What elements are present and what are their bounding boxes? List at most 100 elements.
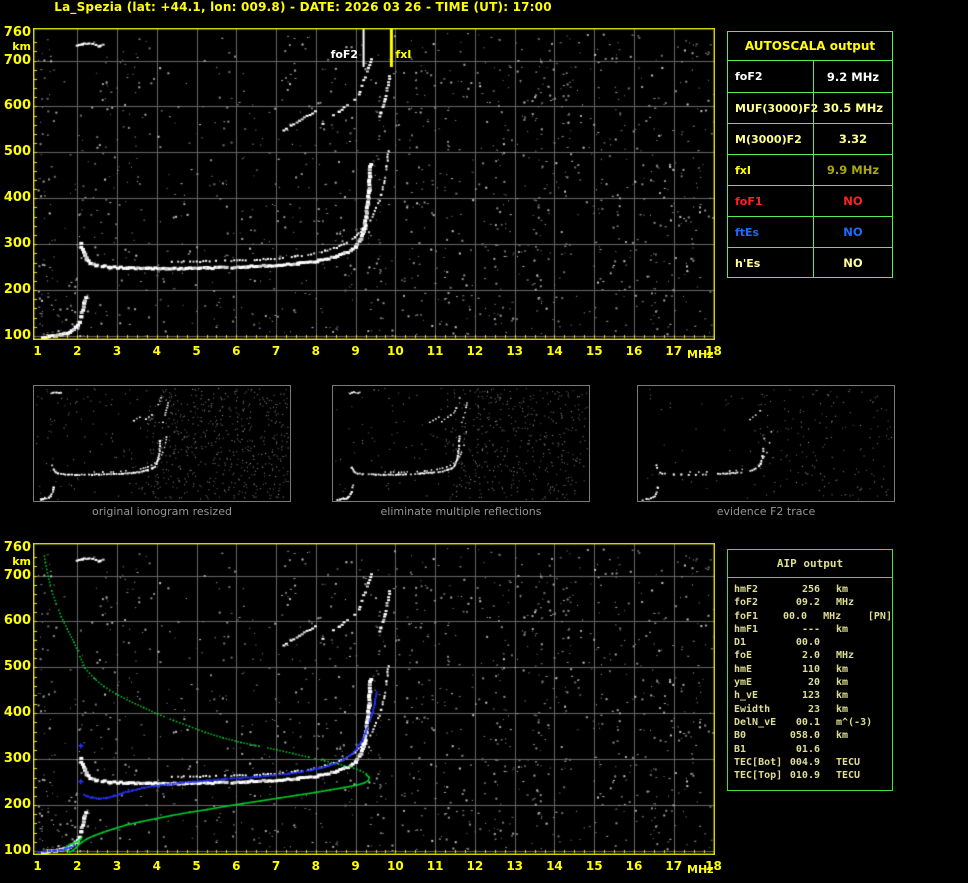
x-tick-label: 9: [351, 344, 360, 358]
x-tick-label: 12: [466, 859, 484, 873]
autoscala-table-title: AUTOSCALA output: [728, 32, 892, 61]
x-tick-label: 10: [387, 859, 404, 873]
y-tick-label: 300: [3, 236, 31, 252]
aip-row-value: 01.6: [795, 743, 820, 755]
aip-row-label: hmF1: [734, 623, 759, 635]
aip-row-extra: [PN]: [867, 610, 892, 622]
aip-table-rows: hmF2 256 km foF2 09.2 MHz foF1 00.0 MHz [PN] hmF1-…: [728, 578, 892, 782]
panel-caption-original: original ionogram resized: [92, 505, 232, 518]
marker-label-fof2: foF2: [330, 48, 359, 61]
x-tick-label: 3: [112, 344, 122, 358]
x-tick-label: 1: [33, 344, 42, 358]
x-tick-label: 15: [585, 859, 603, 873]
y-tick-label: 700: [3, 567, 31, 583]
autoscala-row: ftEs NO: [728, 216, 892, 247]
aip-row-value: 004.9: [789, 756, 820, 768]
autoscala-row: MUF(3000)F2 30.5 MHz: [728, 92, 892, 123]
top-ionogram-plot: [33, 28, 715, 340]
aip-row-unit: km: [836, 730, 849, 742]
aip-row-value: 00.0: [783, 610, 808, 622]
aip-row-unit: [820, 636, 884, 649]
x-tick-label: 7: [271, 859, 281, 873]
x-tick-label: 11: [426, 344, 444, 358]
x-tick-label: 9: [351, 859, 360, 873]
aip-row-unit: MHz: [836, 597, 855, 609]
aip-row-unit: MHz: [836, 650, 855, 662]
x-tick-label: 16: [625, 859, 643, 873]
aip-row-unit: km: [836, 584, 849, 595]
autoscala-row-label: ftEs: [728, 217, 814, 247]
x-tick-label: 3: [112, 859, 122, 873]
y-tick-label: 500: [3, 144, 31, 160]
aip-row-unit: TECU: [836, 756, 861, 768]
aip-row-unit: km: [836, 663, 849, 675]
x-tick-label: 5: [192, 344, 201, 358]
x-tick-label: 4: [152, 344, 161, 358]
aip-row: B0 058.0 km: [734, 729, 892, 742]
aip-row-value: 2.0: [801, 650, 820, 662]
x-tick-label: 5: [192, 859, 201, 873]
x-tick-label: 13: [506, 859, 524, 873]
station-title: La_Spezia (lat: +44.1, lon: 009.8) - DAT…: [54, 0, 552, 14]
x-axis-unit-label: MHz: [687, 863, 714, 876]
x-tick-label: 12: [466, 344, 484, 358]
autoscala-row-label: fxI: [728, 155, 814, 185]
x-tick-label: 6: [232, 859, 241, 873]
aip-row-value: 23: [807, 703, 820, 715]
aip-row-unit: m^(-3): [836, 716, 873, 728]
aip-row-value: 00.1: [795, 716, 820, 728]
aip-row: foE 2.0 MHz: [734, 649, 892, 662]
aip-row-label: B0: [734, 730, 747, 742]
aip-row-unit: km: [836, 623, 849, 635]
aip-row-label: h_vE: [734, 690, 759, 702]
x-tick-label: 17: [665, 344, 683, 358]
aip-row: hmF2 256 km: [734, 583, 892, 596]
x-tick-label: 18: [705, 859, 722, 873]
autoscala-row-value: 3.32: [838, 132, 868, 146]
aip-row-unit: MHz: [823, 610, 842, 622]
aip-row: D1 00.0: [734, 636, 892, 649]
autoscala-row-value: NO: [843, 256, 863, 270]
y-tick-label: 760: [3, 25, 31, 40]
panel-evidence-f2-trace: [637, 385, 895, 502]
aip-row: h_vE 123 km: [734, 689, 892, 702]
x-tick-label: 17: [665, 859, 683, 873]
aip-row: foF1 00.0 MHz [PN]: [734, 610, 892, 623]
aip-row-value: ---: [801, 623, 820, 635]
aip-row: TEC[Top] 010.9 TECU: [734, 769, 892, 782]
aip-row-value: 20: [807, 677, 820, 689]
aip-row-label: TEC[Top]: [734, 770, 783, 782]
aip-row: hmF1 --- km: [734, 623, 892, 636]
autoscala-row-label: MUF(3000)F2: [728, 93, 818, 123]
marker-label-fxi: fxI: [395, 48, 412, 61]
x-tick-label: 11: [426, 859, 444, 873]
x-tick-label: 4: [152, 859, 161, 873]
autoscala-row: fxI 9.9 MHz: [728, 154, 892, 185]
autoscala-row: M(3000)F2 3.32: [728, 123, 892, 154]
panel-caption-evidence: evidence F2 trace: [716, 505, 816, 518]
x-axis-unit-label: MHz: [687, 348, 714, 361]
x-tick-label: 8: [311, 344, 321, 358]
autoscala-row: foF1 NO: [728, 185, 892, 216]
y-axis-unit-label: km: [12, 555, 31, 568]
aip-row-label: D1: [734, 637, 747, 649]
autoscala-row-label: M(3000)F2: [728, 124, 814, 154]
aip-row-label: B1: [734, 743, 747, 755]
bottom-ionogram-plot: [33, 543, 715, 855]
x-tick-label: 1: [33, 859, 42, 873]
aip-row: foF2 09.2 MHz: [734, 596, 892, 609]
y-axis-unit-label: km: [12, 40, 31, 53]
x-tick-label: 14: [546, 859, 563, 873]
aip-row: TEC[Bot] 004.9 TECU: [734, 756, 892, 769]
autoscala-row-value: 9.2 MHz: [826, 69, 880, 84]
aip-row-label: DelN_vE: [734, 716, 777, 728]
aip-row-label: foF2: [734, 597, 759, 609]
autoscala-row-label: foF2: [728, 61, 814, 92]
aip-row-label: TEC[Bot]: [734, 756, 783, 768]
x-tick-label: 7: [271, 344, 281, 358]
x-tick-label: 13: [506, 344, 524, 358]
panel-eliminate-reflections: [332, 385, 590, 502]
aip-row-unit: TECU: [836, 770, 861, 782]
aip-row-unit: km: [836, 690, 849, 702]
aip-row-value: 00.0: [795, 637, 820, 649]
